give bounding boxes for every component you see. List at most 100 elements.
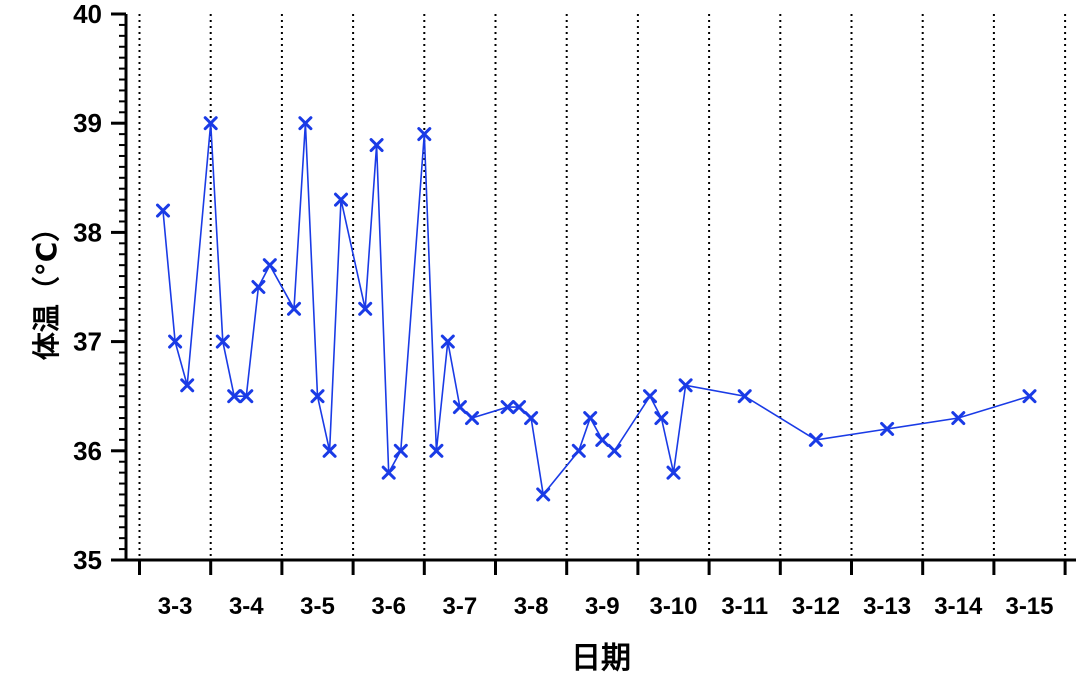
data-point-marker	[239, 389, 254, 404]
marker-stroke	[381, 465, 396, 480]
x-tick-label: 3-4	[229, 593, 264, 620]
marker-stroke	[583, 411, 598, 426]
x-tick-label: 3-3	[158, 593, 193, 620]
x-tick-label: 3-5	[300, 593, 335, 620]
series-line	[162, 123, 1030, 497]
marker-stroke	[500, 400, 515, 415]
marker-stroke	[333, 192, 348, 207]
marker-stroke	[227, 389, 242, 404]
x-tick-label: 3-15	[1005, 593, 1053, 620]
marker-stroke	[654, 411, 669, 426]
data-point-marker	[381, 465, 396, 480]
x-tick-label: 3-14	[934, 593, 983, 620]
data-point-marker	[180, 378, 195, 393]
x-axis-title: 日期	[571, 641, 631, 676]
marker-stroke	[180, 378, 195, 393]
data-point-marker	[678, 378, 693, 393]
marker-stroke	[429, 443, 444, 458]
data-point-marker	[571, 443, 586, 458]
x-tick-label: 3-11	[721, 593, 768, 620]
data-point-marker	[287, 301, 302, 316]
y-tick-label: 40	[73, 0, 102, 29]
vertical-gridlines	[138, 14, 1067, 560]
data-point-marker	[536, 487, 551, 502]
marker-stroke	[808, 432, 823, 447]
data-point-marker	[666, 465, 681, 480]
data-point-marker	[333, 192, 348, 207]
data-point-marker	[524, 411, 539, 426]
y-ticks: 35 36 37 38 39 40	[73, 0, 126, 575]
data-point-marker	[298, 116, 313, 131]
data-point-marker	[808, 432, 823, 447]
data-point-marker	[643, 389, 658, 404]
data-point-marker	[251, 280, 266, 294]
x-tick-label: 3-13	[863, 593, 911, 620]
marker-stroke	[666, 465, 681, 480]
marker-stroke	[239, 389, 254, 404]
data-point-marker	[369, 138, 384, 153]
data-point-marker	[168, 334, 183, 349]
marker-stroke	[643, 389, 658, 404]
marker-stroke	[678, 378, 693, 393]
y-tick-label: 36	[73, 436, 102, 466]
x-tick-label: 3-6	[371, 593, 406, 620]
x-ticks: 3-3 3-4 3-5 3-6 3-7 3-8 3-9 3-10 3-11 3-12 3-13 3-1…	[138, 560, 1067, 620]
data-point-marker	[1022, 389, 1037, 404]
y-tick-label: 35	[73, 545, 102, 575]
marker-stroke	[287, 301, 302, 316]
marker-stroke	[511, 400, 526, 415]
marker-stroke	[215, 334, 230, 349]
series-temperature	[155, 116, 1037, 502]
data-point-marker	[500, 400, 515, 415]
x-tick-label: 3-8	[514, 593, 549, 620]
marker-stroke	[951, 411, 966, 426]
marker-stroke	[369, 138, 384, 153]
data-point-marker	[465, 411, 480, 426]
data-point-marker	[227, 389, 242, 404]
marker-stroke	[880, 421, 895, 436]
x-tick-label: 3-12	[792, 593, 840, 620]
data-point-marker	[393, 443, 408, 458]
data-point-marker	[155, 203, 170, 218]
x-tick-label: 3-10	[649, 593, 697, 620]
data-point-marker	[511, 400, 526, 415]
marker-stroke	[358, 301, 373, 316]
marker-stroke	[440, 334, 455, 349]
y-tick-label: 37	[73, 327, 102, 357]
marker-stroke	[155, 203, 170, 218]
marker-stroke	[536, 487, 551, 502]
x-tick-label: 3-7	[443, 593, 478, 620]
marker-stroke	[251, 280, 266, 294]
marker-stroke	[310, 389, 325, 404]
data-point-marker	[607, 443, 622, 458]
data-point-marker	[310, 389, 325, 404]
data-point-marker	[452, 400, 467, 415]
data-point-marker	[440, 334, 455, 349]
marker-stroke	[737, 389, 752, 404]
x-tick-label: 3-9	[585, 593, 620, 620]
marker-stroke	[393, 443, 408, 458]
axes	[124, 14, 1076, 562]
data-point-marker	[429, 443, 444, 458]
marker-stroke	[607, 443, 622, 458]
marker-stroke	[298, 116, 313, 131]
data-point-marker	[262, 258, 277, 273]
marker-stroke	[203, 116, 218, 131]
data-point-marker	[880, 421, 895, 436]
data-point-marker	[951, 411, 966, 426]
marker-stroke	[417, 127, 432, 142]
data-point-marker	[203, 116, 218, 131]
data-point-marker	[358, 301, 373, 316]
marker-stroke	[595, 432, 610, 447]
data-point-marker	[737, 389, 752, 404]
data-point-marker	[417, 127, 432, 142]
y-axis-title: 体温（°C）	[30, 214, 63, 361]
data-point-marker	[595, 432, 610, 447]
marker-stroke	[524, 411, 539, 426]
y-tick-label: 39	[73, 108, 102, 138]
data-point-marker	[322, 443, 337, 458]
marker-stroke	[262, 258, 277, 273]
marker-stroke	[322, 443, 337, 458]
